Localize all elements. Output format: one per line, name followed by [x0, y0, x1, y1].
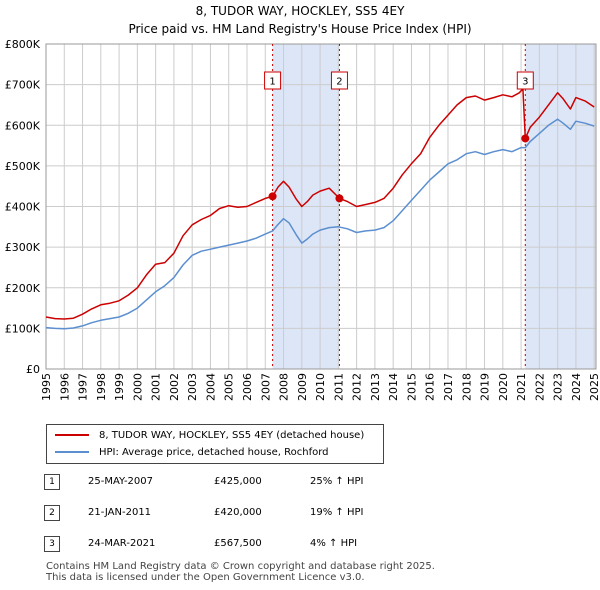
x-tick-label: 2006: [241, 373, 254, 401]
x-tick-label: 2003: [186, 373, 199, 401]
price-chart: 1 2 3 £0 £100K £200K £300K £400K £500K £600K £700K…: [5, 38, 600, 401]
legend-label-hpi: HPI: Average price, detached house, Roch…: [99, 447, 329, 458]
x-tick-label: 2012: [351, 373, 364, 401]
sale-hpi-change: 19% ↑ HPI: [310, 507, 364, 518]
sale-number-badge: 1: [44, 474, 60, 490]
sale-hpi-change: 25% ↑ HPI: [310, 476, 364, 487]
sale-number-badge: 3: [44, 536, 60, 552]
x-tick-label: 2010: [314, 373, 327, 401]
price-paid-line: [45, 87, 595, 320]
sale-label-frame: [330, 71, 348, 90]
x-tick-label: 2025: [588, 373, 600, 401]
sale-price: £420,000: [214, 507, 262, 518]
x-tick-label: 2021: [515, 373, 528, 401]
x-tick-label: 2018: [460, 373, 473, 401]
sale-price: £567,500: [214, 538, 262, 549]
chart-subtitle: Price paid vs. HM Land Registry's House …: [128, 22, 472, 36]
x-tick-label: 2011: [332, 373, 345, 401]
sale-label-box-1: 1: [264, 71, 282, 90]
x-tick-label: 2016: [424, 373, 437, 401]
sale-price: £425,000: [214, 476, 262, 487]
x-tick-label: 2014: [387, 373, 400, 401]
sale-label-frame: [264, 71, 282, 90]
legend-swatch-price: [55, 434, 89, 436]
sale-label-text: 3: [522, 77, 528, 88]
sale-label-frame: [516, 71, 534, 90]
x-tick-label: 2023: [552, 373, 565, 401]
y-tick-label: £700K: [5, 79, 41, 92]
x-tick-label: 2004: [204, 373, 217, 401]
footer-copyright: Contains HM Land Registry data © Crown c…: [46, 561, 435, 572]
sale-hpi-change: 4% ↑ HPI: [310, 538, 358, 549]
sale-point-2: [335, 194, 344, 203]
y-tick-label: £300K: [5, 241, 41, 254]
x-tick-label: 2005: [223, 373, 236, 401]
x-tick-label: 1995: [40, 373, 53, 401]
sale-date: 21-JAN-2011: [88, 507, 152, 518]
x-tick-label: 2001: [150, 373, 163, 401]
y-tick-label: £200K: [5, 282, 41, 295]
sale-point-1: [268, 192, 277, 201]
x-tick-label: 2022: [533, 373, 546, 401]
sale-number-badge: 2: [44, 505, 60, 521]
x-tick-label: 1996: [58, 373, 71, 401]
x-tick-label: 1999: [113, 373, 126, 401]
sale-date: 25-MAY-2007: [88, 476, 154, 487]
y-tick-label: £800K: [5, 38, 41, 51]
x-tick-label: 2002: [168, 373, 181, 401]
x-tick-label: 2000: [131, 373, 144, 401]
x-tick-label: 2008: [278, 373, 291, 401]
x-tick-label: 2019: [479, 373, 492, 401]
x-tick-label: 2015: [405, 373, 418, 401]
legend-item-hpi: HPI: Average price, detached house, Roch…: [55, 445, 329, 461]
y-tick-label: £0: [26, 363, 40, 376]
sale-label-text: 1: [269, 77, 275, 88]
x-tick-label: 1997: [77, 373, 90, 401]
sale-point-3: [521, 134, 530, 143]
legend-swatch-hpi: [55, 451, 89, 453]
legend-label-price: 8, TUDOR WAY, HOCKLEY, SS5 4EY (detached…: [99, 430, 365, 441]
y-tick-label: £500K: [5, 160, 41, 173]
chart-title: 8, TUDOR WAY, HOCKLEY, SS5 4EY: [195, 4, 405, 18]
x-tick-label: 2017: [442, 373, 455, 401]
hpi-line: [45, 118, 595, 330]
sale-date: 24-MAR-2021: [88, 538, 156, 549]
footer-licence: This data is licensed under the Open Gov…: [46, 572, 365, 583]
x-tick-label: 2020: [497, 373, 510, 401]
chart-legend: 8, TUDOR WAY, HOCKLEY, SS5 4EY (detached…: [46, 424, 384, 464]
plot-frame: [45, 43, 597, 370]
sale-label-text: 2: [336, 77, 342, 88]
sale-label-box-3: 3: [516, 71, 534, 90]
x-tick-label: 2024: [570, 373, 583, 401]
sale-label-box-2: 2: [330, 71, 348, 90]
y-tick-label: £600K: [5, 119, 41, 132]
x-tick-label: 2009: [296, 373, 309, 401]
legend-item-price: 8, TUDOR WAY, HOCKLEY, SS5 4EY (detached…: [55, 428, 364, 444]
y-tick-label: £100K: [5, 322, 41, 335]
y-tick-label: £400K: [5, 201, 41, 214]
x-tick-label: 2007: [259, 373, 272, 401]
x-tick-label: 1998: [95, 373, 108, 401]
x-tick-label: 2013: [369, 373, 382, 401]
